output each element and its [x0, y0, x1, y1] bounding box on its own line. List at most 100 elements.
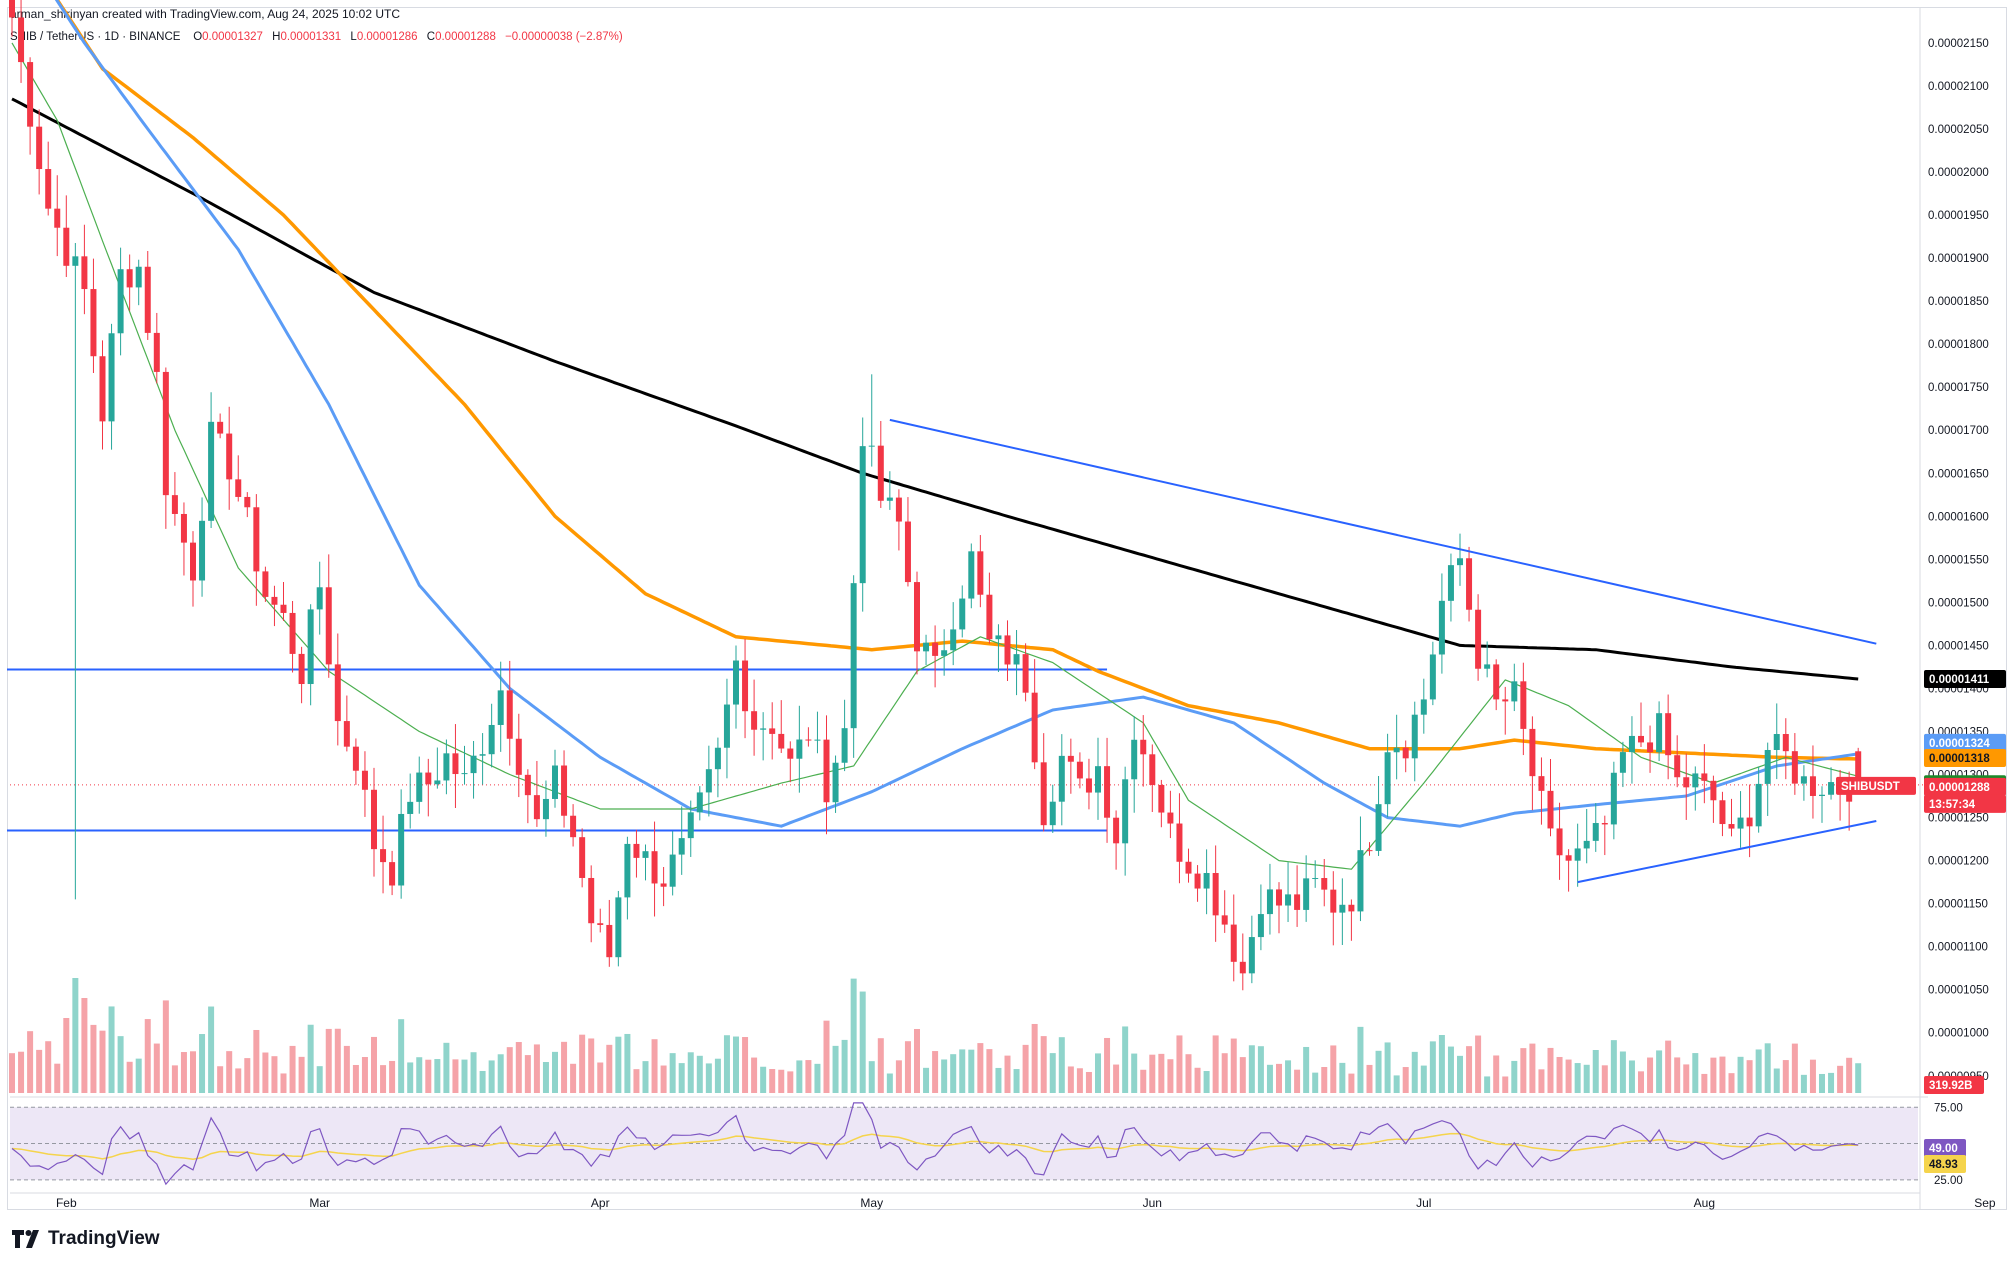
candle-body: [995, 635, 1002, 640]
volume-bar: [1502, 1076, 1509, 1093]
candle-body: [687, 812, 694, 839]
volume-bar: [226, 1051, 233, 1093]
volume-bar: [1610, 1040, 1617, 1093]
candle-up: [1773, 703, 1780, 780]
price-tick-label: 0.00001200: [1928, 856, 1989, 868]
volume-bar: [443, 1042, 450, 1093]
candle-body: [615, 897, 622, 958]
month-label: Jun: [1143, 1196, 1162, 1210]
price-axis[interactable]: 0.00002150 0.00002100 0.00002050 0.00002000…: [1919, 7, 1989, 1210]
volume-bar: [81, 998, 88, 1093]
volume-bar: [1619, 1051, 1626, 1093]
candle-down: [298, 646, 305, 704]
candle-up: [923, 634, 930, 665]
candle-body: [1556, 828, 1563, 856]
candle-body: [298, 653, 305, 685]
candle-down: [1529, 716, 1536, 811]
volume-bar: [434, 1059, 441, 1093]
volume-bar: [45, 1041, 52, 1093]
volume-bar: [135, 1058, 142, 1093]
candle-up: [1266, 863, 1273, 935]
candle-body: [416, 772, 423, 802]
candle-down: [371, 767, 377, 877]
volume-bar: [1429, 1041, 1436, 1093]
candle-body: [1809, 776, 1816, 796]
candle-down: [579, 828, 586, 888]
volume-bar: [244, 1058, 251, 1093]
candle-body: [99, 356, 106, 422]
candle-body: [751, 711, 758, 730]
candle-body: [1484, 664, 1491, 669]
candle-body: [1737, 817, 1744, 829]
candle-up: [886, 471, 893, 510]
candle-body: [135, 266, 142, 288]
candle-body: [506, 690, 513, 739]
candle-down: [1782, 718, 1789, 780]
volume-bar: [144, 1019, 151, 1093]
candle-body: [208, 421, 215, 521]
candle-down: [1366, 842, 1373, 856]
low-label: L: [350, 31, 357, 43]
candle-body: [407, 801, 414, 814]
volume-bar: [108, 1006, 115, 1093]
volume-bar: [1493, 1055, 1500, 1093]
candle-down: [190, 531, 196, 607]
candle-body: [1674, 755, 1681, 778]
volume-bar: [1339, 1062, 1346, 1093]
candle-body: [461, 773, 468, 775]
volume-bar: [624, 1033, 631, 1093]
candle-body: [334, 664, 341, 722]
candle-body: [343, 721, 350, 747]
candle-down: [588, 865, 595, 943]
candle-down: [778, 700, 785, 753]
volume-bar: [416, 1057, 423, 1093]
candle-down: [1701, 744, 1708, 804]
candle-body: [1601, 823, 1608, 825]
volume-bar: [1276, 1063, 1282, 1093]
candle-up: [1484, 641, 1491, 678]
candle-up: [760, 712, 767, 761]
time-axis[interactable]: Feb Mar Apr May Jun Jul Aug Sep: [10, 1192, 1996, 1210]
symbol-tag-text: SHIBUSDT: [1841, 781, 1900, 793]
tradingview-logo[interactable]: TradingView: [12, 1228, 160, 1250]
volume-bar: [1149, 1054, 1156, 1093]
candle-body: [1330, 889, 1337, 913]
candle-body: [162, 371, 169, 496]
volume-bar: [1638, 1071, 1644, 1093]
volume-bar: [1583, 1064, 1590, 1093]
symbol-title[interactable]: SHIB / TetherUS · 1D · BINANCE: [10, 31, 181, 43]
candle-down: [932, 625, 939, 688]
price-tick-label: 0.00001600: [1928, 511, 1989, 523]
candle-down: [570, 804, 577, 847]
candle-body: [1710, 780, 1717, 801]
candle-down: [180, 502, 187, 576]
volume-bar: [352, 1064, 359, 1093]
candle-body: [470, 755, 477, 774]
candle-body: [54, 208, 61, 228]
candle-down: [1113, 810, 1120, 870]
candle-down: [90, 258, 97, 374]
candle-up: [1619, 741, 1626, 788]
candle-down: [244, 492, 251, 518]
candle-body: [1701, 773, 1708, 781]
volume-bar: [1131, 1053, 1138, 1093]
ascending-trendline: [1577, 820, 1877, 884]
rsi-ma-badge-text: 48.93: [1929, 1159, 1958, 1171]
candle-down: [361, 751, 368, 817]
candle-down: [425, 758, 432, 817]
volume-badge-bg: [1924, 1076, 1984, 1094]
volume-bar: [886, 1073, 893, 1093]
horizontal-lines-layer: [7, 668, 1928, 832]
candle-down: [171, 472, 178, 526]
volume-bar: [461, 1059, 468, 1093]
volume-bar: [298, 1056, 305, 1093]
candle-body: [624, 843, 631, 898]
last-price-badge-bg: [1924, 777, 2006, 796]
candle-body: [1647, 742, 1654, 753]
candle-body: [877, 445, 884, 501]
candle-body: [217, 421, 224, 434]
volume-bar: [1692, 1053, 1699, 1093]
candle-down: [895, 489, 902, 551]
candle-body: [1085, 778, 1092, 793]
